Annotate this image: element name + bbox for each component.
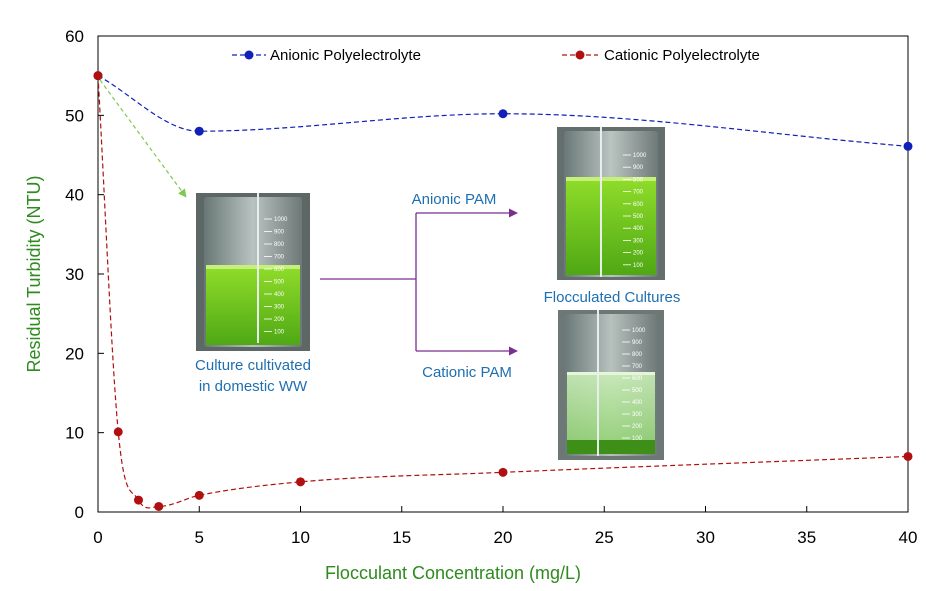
- culture-label-line2: in domestic WW: [199, 378, 308, 395]
- beaker-graduation-label: 500: [274, 280, 285, 286]
- flocculated-cultures-label: Flocculated Cultures: [544, 289, 681, 306]
- beaker-graduation-label: 900: [632, 340, 643, 346]
- y-tick-label: 50: [65, 106, 84, 125]
- y-tick-label: 20: [65, 344, 84, 363]
- data-point-series-0: [498, 109, 508, 119]
- beaker-graduation-label: 600: [632, 376, 643, 382]
- beaker-graduation-label: 300: [633, 238, 644, 244]
- beaker-graduation-label: 200: [274, 317, 285, 323]
- x-axis-title: Flocculant Concentration (mg/L): [325, 563, 581, 583]
- x-tick-label: 40: [899, 528, 918, 547]
- series-line-1: [97, 75, 909, 509]
- data-point-series-1: [93, 71, 103, 81]
- anionic-pam-label: Anionic PAM: [412, 191, 497, 208]
- beaker-photo-cationic: 1000 900 800 700 600 500 400 300 200 100: [558, 310, 664, 460]
- beaker-graduation-label: 600: [274, 267, 285, 273]
- beaker-graduation-label: 800: [633, 177, 644, 183]
- series-line-0: [97, 75, 909, 147]
- beaker-graduation-label: 400: [633, 226, 644, 232]
- data-point-series-1: [296, 477, 305, 487]
- beaker-graduation-label: 800: [632, 352, 643, 358]
- beaker-photo-culture: 1000 900 800 700 600 500 400 300 200 100: [196, 193, 310, 351]
- beaker-graduation-label: 200: [632, 424, 643, 430]
- x-tick-label: 30: [696, 528, 715, 547]
- y-axis-title: Residual Turbidity (NTU): [24, 175, 44, 372]
- y-tick-label: 10: [65, 424, 84, 443]
- beaker-graduation-label: 1000: [633, 153, 647, 159]
- y-tick-label: 0: [75, 503, 84, 522]
- data-point-series-1: [154, 501, 164, 511]
- beaker-graduation-label: 300: [632, 412, 643, 418]
- beaker-graduation-label: 1000: [632, 328, 646, 334]
- beaker-graduation-label: 900: [633, 165, 644, 171]
- beaker-graduation-label: 700: [632, 364, 643, 370]
- culture-label-line1: Culture cultivated: [195, 357, 311, 374]
- y-tick-label: 60: [65, 27, 84, 46]
- data-point-series-0: [194, 126, 204, 136]
- x-tick-label: 0: [93, 528, 102, 547]
- legend-label-cationic: Cationic Polyelectrolyte: [604, 47, 760, 64]
- legend-marker-cationic: [575, 50, 585, 60]
- data-point-series-1: [903, 451, 913, 461]
- cationic-pam-label: Cationic PAM: [422, 364, 512, 381]
- beaker-photo-anionic: 1000 900 800 700 600 500 400 300 200 100: [557, 127, 665, 280]
- beaker-graduation-label: 800: [274, 242, 285, 248]
- legend-marker-anionic: [244, 50, 254, 60]
- legend: Anionic Polyelectrolyte Cationic Polyele…: [232, 47, 760, 64]
- data-point-series-0: [903, 141, 913, 151]
- data-point-series-1: [113, 427, 123, 437]
- x-tick-label: 20: [494, 528, 513, 547]
- beaker-graduation-label: 400: [274, 292, 285, 298]
- legend-label-anionic: Anionic Polyelectrolyte: [270, 47, 421, 64]
- y-tick-label: 40: [65, 186, 84, 205]
- x-tick-label: 5: [195, 528, 204, 547]
- x-tick-label: 35: [797, 528, 816, 547]
- beaker-graduation-label: 900: [274, 230, 285, 236]
- data-point-series-1: [134, 495, 143, 505]
- beaker-graduation-label: 600: [633, 202, 644, 208]
- beaker-graduation-label: 700: [633, 190, 644, 196]
- data-point-series-1: [498, 467, 508, 477]
- pointer-arrow: [99, 79, 187, 198]
- beaker-graduation-label: 100: [274, 330, 285, 336]
- beaker-graduation-label: 200: [633, 251, 644, 257]
- x-tick-label: 15: [392, 528, 411, 547]
- beaker-graduation-label: 100: [633, 263, 644, 269]
- y-tick-label: 30: [65, 265, 84, 284]
- x-tick-label: 10: [291, 528, 310, 547]
- beaker-graduation-label: 400: [632, 400, 643, 406]
- beaker-graduation-label: 100: [632, 436, 643, 442]
- beaker-graduation-label: 300: [274, 305, 285, 311]
- x-axis-ticks: 0 5 10 15 20 25 30 35 40: [93, 506, 917, 547]
- branch-arrows: [320, 208, 518, 356]
- beaker-graduation-label: 1000: [274, 217, 288, 223]
- y-axis-ticks: 0 10 20 30 40 50 60: [65, 27, 104, 522]
- beaker-graduation-label: 700: [274, 255, 285, 261]
- series-layer: [93, 71, 913, 511]
- data-point-series-1: [194, 490, 204, 500]
- beaker-graduation-label: 500: [633, 214, 644, 220]
- x-tick-label: 25: [595, 528, 614, 547]
- beaker-graduation-label: 500: [632, 388, 643, 394]
